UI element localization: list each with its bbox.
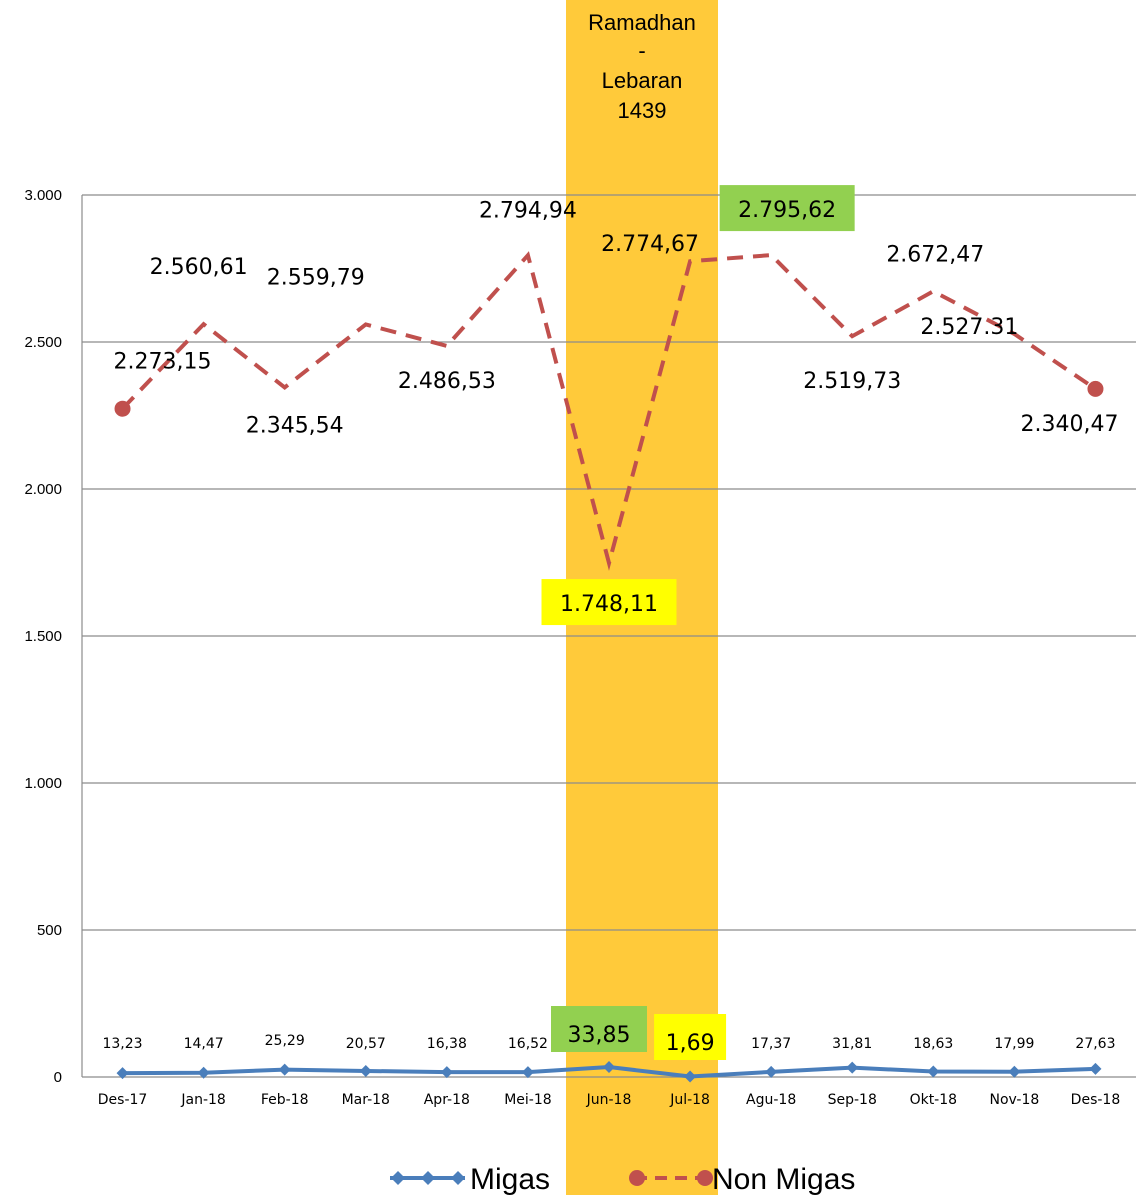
x-tick-label: Jun-18 [586,1092,632,1108]
legend-non-migas-marker [629,1170,645,1186]
x-axis: Des-17 Jan-18 Feb-18 Mar-18 Apr-18 Mei-18 Jun-… [98,1092,1120,1108]
highlight-line-2: - [638,38,645,63]
data-labels: 2.273,15 2.560,61 2.345,54 2.559,79 2.486,53… [102,185,1118,1060]
non-migas-data-label: 2.795,62 [738,198,836,223]
legend-migas-marker [451,1171,465,1185]
callout-box [541,579,677,626]
migas-marker [765,1065,778,1078]
migas-marker [603,1061,615,1074]
migas-data-label: 20,57 [346,1036,386,1052]
legend-migas-marker [421,1171,435,1185]
migas-data-label: 1,69 [666,1031,715,1056]
x-tick-label: Sep-18 [828,1092,877,1108]
migas-marker [116,1067,129,1080]
non-migas-data-label: 2.774,67 [601,232,699,257]
non-migas-data-label: 2.559,79 [267,265,365,290]
y-tick-label: 3.000 [24,187,62,204]
x-tick-label: Des-18 [1071,1092,1121,1108]
migas-marker [278,1063,291,1076]
migas-marker [440,1066,453,1079]
non-migas-data-label: 2.560,61 [150,255,248,280]
y-tick-label: 500 [37,922,62,939]
migas-data-label: 33,85 [568,1023,631,1048]
migas-data-label: 13,23 [102,1036,142,1052]
migas-marker [1089,1062,1102,1075]
non-migas-data-label: 2.672,47 [886,242,984,267]
migas-data-label: 31,81 [832,1036,872,1052]
x-tick-label: Feb-18 [261,1092,309,1108]
x-tick-label: Nov-18 [989,1092,1039,1108]
migas-marker [197,1066,210,1079]
non-migas-marker [1087,380,1104,397]
migas-data-label: 25,29 [265,1033,305,1049]
migas-data-label: 27,63 [1075,1036,1115,1052]
x-tick-label: Jul-18 [669,1092,710,1108]
non-migas-data-label: 2.519,73 [803,369,901,394]
x-tick-label: Des-17 [98,1092,148,1108]
non-migas-data-label: 2.527.31 [920,315,1018,340]
non-migas-data-label: 2.794,94 [479,198,577,223]
series-non-migas [114,251,1104,571]
x-tick-label: Apr-18 [424,1092,470,1108]
migas-marker [684,1070,697,1083]
legend-migas-label: Migas [470,1163,550,1195]
callout-box [551,1006,647,1052]
highlight-line-4: 1439 [618,98,667,123]
migas-marker [521,1066,534,1079]
y-axis: 0 500 1.000 1.500 2.000 2.500 3.000 [24,187,1136,1086]
legend-non-migas-label: Non Migas [712,1163,855,1195]
x-tick-label: Okt-18 [910,1092,957,1108]
y-tick-label: 1.500 [24,628,62,645]
migas-data-label: 18,63 [913,1036,953,1052]
migas-marker [359,1064,372,1077]
migas-marker [927,1065,940,1078]
legend-non-migas-marker [697,1170,713,1186]
non-migas-data-label: 1.748,11 [560,592,658,617]
highlight-line-3: Lebaran [602,68,683,93]
y-tick-label: 0 [54,1069,62,1086]
y-tick-label: 2.500 [24,334,62,351]
y-tick-label: 2.000 [24,481,62,498]
migas-data-label: 16,38 [427,1036,467,1052]
non-migas-line [121,251,1097,571]
non-migas-marker [114,400,131,417]
x-tick-label: Mei-18 [504,1092,551,1108]
migas-data-label: 17,37 [751,1036,791,1052]
x-tick-label: Agu-18 [746,1092,796,1108]
legend-migas-marker [391,1171,405,1185]
y-tick-label: 1.000 [24,775,62,792]
migas-data-label: 17,99 [994,1036,1034,1052]
callout-box [654,1014,727,1060]
migas-marker [1008,1065,1021,1078]
legend: Migas Non Migas [390,1163,855,1195]
gridlines [82,194,1136,931]
non-migas-data-label: 2.340,47 [1020,412,1118,437]
highlight-line-1: Ramadhan [588,10,696,35]
non-migas-data-label: 2.273,15 [114,350,212,375]
migas-data-label: 14,47 [184,1036,224,1052]
highlight-label: Ramadhan - Lebaran 1439 [588,10,696,123]
x-tick-label: Mar-18 [342,1092,390,1108]
callout-box [719,185,855,232]
migas-data-label: 16,52 [508,1036,548,1052]
series-migas [116,1061,1102,1083]
non-migas-data-label: 2.486,53 [398,369,496,394]
non-migas-data-label: 2.345,54 [246,413,344,438]
x-tick-label: Jan-18 [180,1092,225,1108]
migas-marker [846,1061,859,1074]
